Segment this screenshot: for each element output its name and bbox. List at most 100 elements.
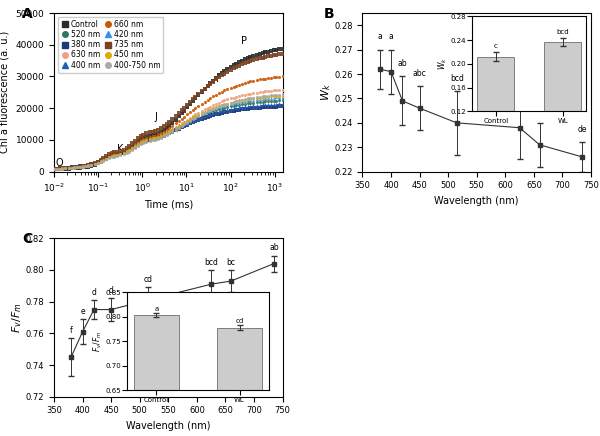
Point <box>174 125 184 132</box>
Point <box>104 153 114 160</box>
Point <box>182 116 192 123</box>
Point <box>240 103 250 110</box>
Point <box>237 92 247 99</box>
Point <box>58 166 67 173</box>
Point <box>245 90 255 97</box>
Point <box>191 118 200 125</box>
Point <box>252 56 262 63</box>
Point <box>252 95 262 102</box>
Point <box>164 130 174 137</box>
Point <box>145 133 154 140</box>
Point <box>78 163 88 170</box>
Point <box>167 128 177 135</box>
Point <box>240 95 250 102</box>
Point <box>49 165 59 172</box>
Point <box>229 105 238 112</box>
Point <box>220 87 229 94</box>
Point <box>179 119 189 126</box>
Point <box>174 124 184 131</box>
Point <box>258 50 268 57</box>
Point <box>205 80 215 87</box>
Point <box>229 107 238 114</box>
Point <box>145 129 154 136</box>
Point <box>194 116 203 123</box>
Point <box>260 94 270 101</box>
Point <box>208 106 218 112</box>
Point <box>122 150 131 157</box>
Point <box>119 151 128 158</box>
Point <box>90 161 100 168</box>
Point <box>110 151 119 158</box>
Point <box>248 99 258 106</box>
Point <box>139 139 148 146</box>
Point <box>245 78 255 85</box>
Point <box>127 145 137 152</box>
Point <box>78 163 88 170</box>
Point <box>61 165 70 172</box>
Point <box>208 78 218 85</box>
Point <box>255 89 265 95</box>
Point <box>223 100 232 107</box>
Point <box>217 72 227 78</box>
Point <box>116 151 125 158</box>
Point <box>153 126 163 133</box>
Point <box>96 159 106 166</box>
Point <box>104 153 114 160</box>
Point <box>83 163 93 170</box>
Point <box>200 109 209 116</box>
Point <box>72 164 82 170</box>
Point <box>179 107 189 114</box>
Point <box>124 146 134 153</box>
Point <box>116 150 125 157</box>
Point <box>177 124 187 131</box>
Point <box>107 153 117 160</box>
Point <box>72 164 82 170</box>
Point <box>133 140 143 147</box>
Point <box>194 91 203 98</box>
Point <box>124 147 134 154</box>
Point <box>142 130 151 137</box>
Point <box>98 155 108 162</box>
Point <box>191 111 200 118</box>
Point <box>240 106 250 112</box>
Point <box>75 164 85 170</box>
Point <box>148 136 157 143</box>
Point <box>150 136 160 143</box>
Point <box>237 98 247 105</box>
Point <box>269 92 279 99</box>
Point <box>272 92 281 99</box>
Point <box>194 91 203 98</box>
Point <box>174 110 184 117</box>
Point <box>156 125 166 132</box>
Point <box>110 152 119 159</box>
Point <box>58 165 67 172</box>
Point <box>229 94 238 101</box>
Point <box>174 118 184 125</box>
Point <box>113 151 122 158</box>
Point <box>203 96 212 103</box>
Point <box>96 158 106 165</box>
Text: C: C <box>22 232 32 246</box>
Point <box>234 62 244 69</box>
Point <box>200 85 209 92</box>
Point <box>205 106 215 113</box>
Point <box>167 119 177 126</box>
Point <box>223 68 232 75</box>
Point <box>245 102 255 109</box>
Text: I: I <box>216 75 219 85</box>
Point <box>153 131 163 138</box>
Point <box>142 137 151 144</box>
Point <box>98 157 108 164</box>
Point <box>191 105 200 112</box>
Text: cd: cd <box>144 275 153 284</box>
Point <box>163 131 172 138</box>
Point <box>248 95 258 102</box>
Point <box>188 119 198 126</box>
Point <box>177 123 187 130</box>
Point <box>163 120 172 127</box>
Point <box>208 77 218 84</box>
Point <box>148 128 157 135</box>
Point <box>107 153 117 160</box>
Point <box>200 114 209 121</box>
Point <box>275 97 284 104</box>
